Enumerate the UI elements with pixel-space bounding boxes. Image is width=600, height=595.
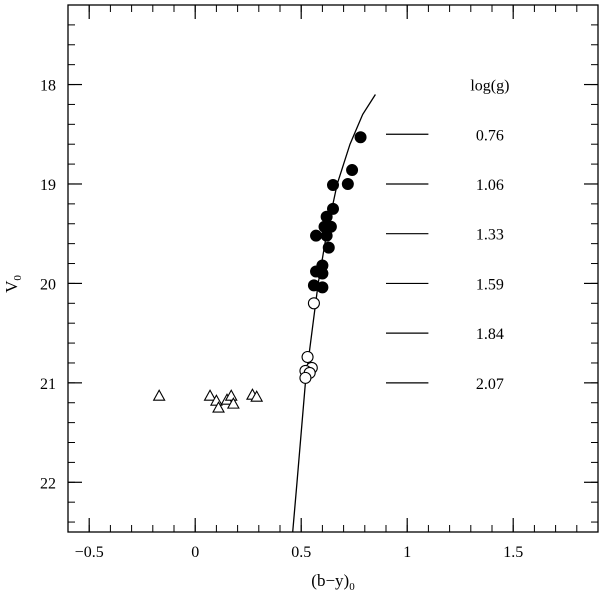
loggg-title: log(g) bbox=[470, 78, 509, 95]
loggg-value-label: 1.33 bbox=[476, 227, 504, 244]
y-tick-label: 20 bbox=[40, 276, 56, 293]
model-curve bbox=[292, 94, 376, 533]
open-triangle-point bbox=[226, 397, 240, 409]
loggg-value-label: 0.76 bbox=[476, 127, 504, 144]
open-triangle-point bbox=[212, 401, 225, 413]
loggg-value-label: 2.07 bbox=[476, 376, 504, 393]
loggg-value-label: 1.06 bbox=[476, 177, 504, 194]
x-axis-label: (b−y)0 bbox=[311, 571, 355, 593]
filled-circle-point bbox=[316, 281, 329, 294]
x-tick-label: 1 bbox=[403, 544, 411, 561]
filled-circle-point bbox=[327, 178, 339, 191]
filled-circle-point bbox=[327, 202, 339, 215]
axis-ticks: −0.5 0 0.5 1 1.5 18 19 20 21 22 bbox=[40, 4, 598, 561]
filled-circle-point bbox=[310, 229, 323, 242]
loggg-reference-lines: log(g) 0.76 1.06 1.33 1.59 1.84 2.07 bbox=[386, 78, 509, 393]
open-circle-point bbox=[307, 297, 320, 310]
open-triangle-point bbox=[250, 390, 264, 402]
filled-circle-point bbox=[346, 164, 359, 177]
y-tick-label: 19 bbox=[40, 177, 56, 194]
filled-circle-point bbox=[341, 177, 354, 190]
x-tick-label: 0.5 bbox=[291, 544, 311, 561]
plot-frame bbox=[67, 4, 599, 533]
open-triangle-point bbox=[203, 389, 217, 401]
y-axis-label: V0 bbox=[2, 275, 24, 293]
open-triangle-point bbox=[224, 389, 238, 401]
y-tick-label: 21 bbox=[40, 376, 56, 393]
filled-circle-point bbox=[320, 210, 333, 223]
x-tick-label: 0 bbox=[191, 544, 199, 561]
model-curve-line bbox=[292, 94, 376, 533]
open-circle-point bbox=[299, 371, 312, 384]
filled-circle-point bbox=[320, 229, 333, 242]
data-points bbox=[152, 131, 367, 413]
loggg-value-label: 1.59 bbox=[476, 276, 504, 293]
x-tick-label: 1.5 bbox=[503, 544, 523, 561]
open-triangle-point bbox=[152, 389, 166, 401]
open-circle-point bbox=[301, 350, 314, 364]
y-tick-label: 22 bbox=[40, 475, 56, 492]
filled-circle-point bbox=[322, 241, 335, 254]
filled-circle-point bbox=[316, 267, 329, 280]
x-tick-label: −0.5 bbox=[75, 544, 104, 561]
y-tick-label: 18 bbox=[40, 78, 56, 95]
filled-circle-point bbox=[354, 131, 367, 144]
loggg-value-label: 1.84 bbox=[476, 326, 504, 343]
